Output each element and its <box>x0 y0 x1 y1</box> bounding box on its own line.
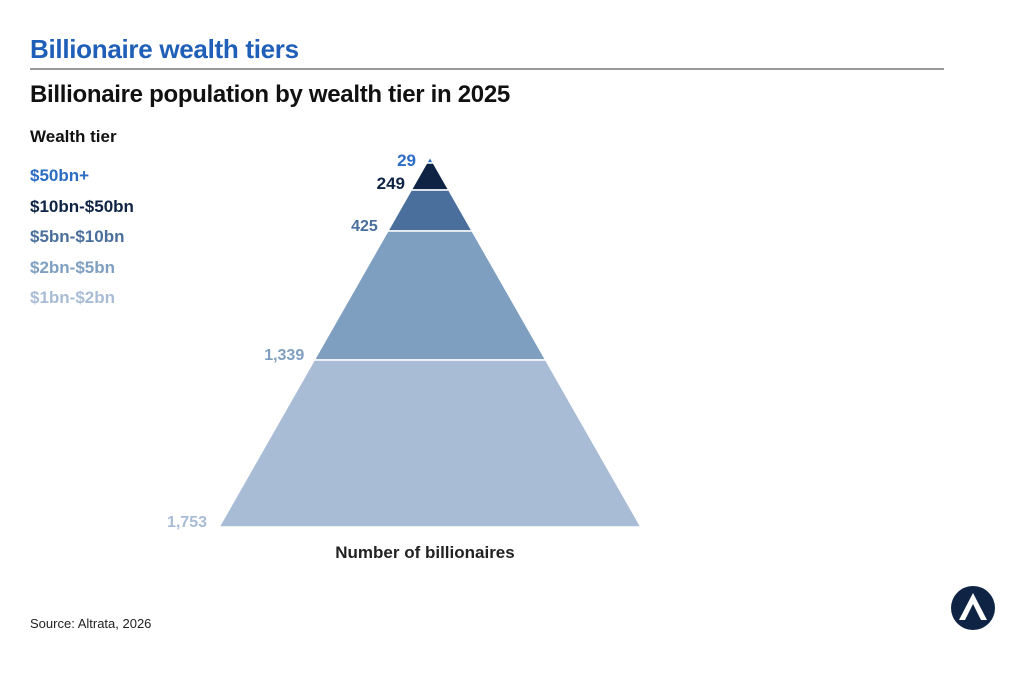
pyramid-tier-3 <box>386 189 474 232</box>
legend-title: Wealth tier <box>30 127 117 146</box>
tier-value-label: 1,753 <box>167 514 207 531</box>
legend-item: $2bn-$5bn <box>30 257 116 277</box>
tier-value-label: 1,339 <box>264 347 304 364</box>
legend-item: $1bn-$2bn <box>30 288 116 307</box>
legend-item: $5bn-$10bn <box>30 227 125 246</box>
legend-item: $10bn-$50bn <box>30 196 134 216</box>
x-axis-label: Number of billionaires <box>335 543 515 562</box>
source-note: Source: Altrata, 2026 <box>30 616 152 631</box>
legend: $50bn+ $10bn-$50bn $5bn-$10bn $2bn-$5bn $1bn… <box>30 165 134 318</box>
pyramid-tier-5 <box>217 359 643 528</box>
section-title: Billionaire wealth tiers <box>30 34 299 64</box>
tier-value-label: 29 <box>397 151 416 170</box>
pyramid-tier-2 <box>409 162 451 191</box>
altrata-logo-icon <box>951 586 995 630</box>
legend-item: $50bn+ <box>30 166 90 185</box>
title-divider <box>30 68 944 70</box>
tier-value-label: 425 <box>351 218 378 235</box>
tier-value-label: 249 <box>377 174 405 193</box>
pyramid-tier-4 <box>312 230 548 361</box>
pyramid-tier-1 <box>425 155 435 164</box>
chart-title: Billionaire population by wealth tier in… <box>30 81 510 108</box>
